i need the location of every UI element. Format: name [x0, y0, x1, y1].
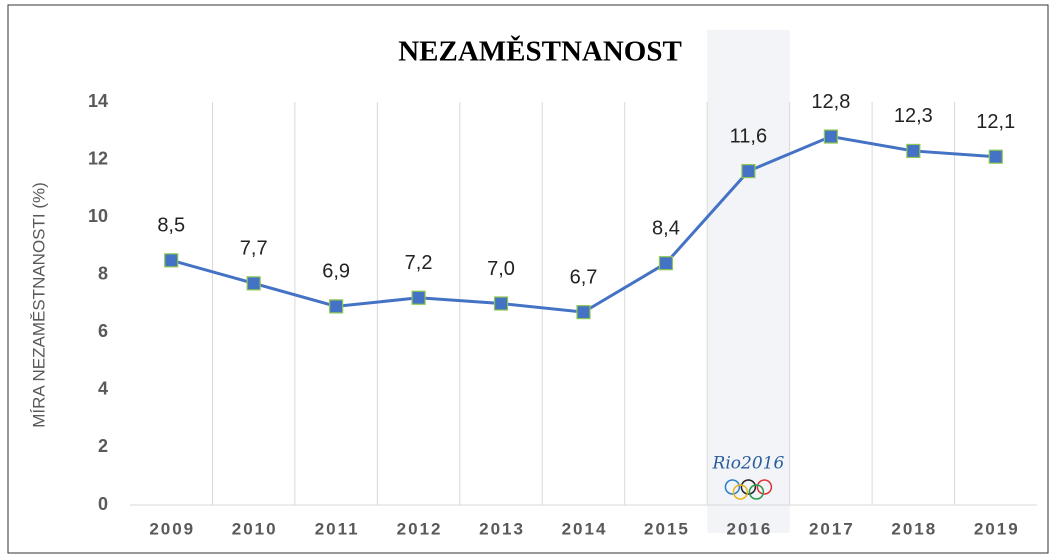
y-tick-label: 12	[88, 148, 108, 168]
y-tick-label: 0	[98, 494, 108, 514]
data-point	[988, 149, 1003, 164]
x-tick-label: 2009	[149, 519, 195, 538]
data-label: 12,3	[894, 105, 933, 127]
x-tick-label: 2015	[644, 519, 690, 538]
data-point	[246, 276, 261, 291]
data-point	[411, 290, 426, 305]
chart-border	[7, 4, 1049, 554]
x-tick-label: 2010	[232, 519, 278, 538]
y-tick-label: 2	[98, 436, 108, 456]
y-tick-label: 8	[98, 263, 108, 283]
olympic-ring	[756, 479, 773, 495]
data-point	[164, 253, 179, 268]
x-tick-label: 2011	[315, 519, 360, 538]
data-label: 8,5	[157, 215, 185, 237]
data-label: 11,6	[730, 125, 767, 147]
data-label: 6,7	[570, 266, 598, 288]
olympic-ring	[740, 479, 757, 495]
data-label: 12,1	[976, 111, 1015, 133]
data-label: 7,7	[240, 238, 268, 260]
x-tick-label: 2016	[726, 519, 772, 538]
data-point	[658, 256, 674, 271]
data-point	[329, 299, 344, 314]
x-tick-label: 2014	[562, 519, 608, 538]
data-point	[576, 305, 591, 320]
highlight-band	[707, 30, 790, 533]
y-tick-label: 6	[98, 321, 108, 341]
x-tick-label: 2017	[809, 519, 855, 538]
annotation: Rio2016	[712, 454, 785, 474]
data-point	[741, 163, 756, 179]
y-axis-label: MÍRA NEZAMĚSTNANOSTI (%)	[29, 182, 48, 428]
data-label: 8,4	[652, 217, 680, 239]
data-label: 7,0	[487, 258, 515, 280]
y-tick-label: 4	[98, 379, 108, 399]
x-tick-label: 2018	[891, 519, 937, 538]
data-label: 7,2	[405, 252, 433, 274]
x-tick-label: 2013	[479, 519, 525, 538]
x-tick-label: 2019	[974, 519, 1020, 538]
olympic-ring	[732, 484, 749, 500]
data-point	[493, 296, 509, 311]
olympic-ring	[724, 479, 741, 495]
chart-title: NEZAMĚSTNANOST	[398, 35, 682, 68]
data-label: 12,8	[811, 91, 850, 113]
y-tick-label: 10	[88, 206, 108, 226]
x-tick-label: 2012	[397, 519, 443, 538]
olympic-ring	[748, 484, 765, 500]
data-point	[823, 129, 838, 144]
data-label: 6,9	[322, 261, 350, 283]
y-tick-label: 14	[88, 91, 108, 111]
data-point	[906, 143, 921, 159]
